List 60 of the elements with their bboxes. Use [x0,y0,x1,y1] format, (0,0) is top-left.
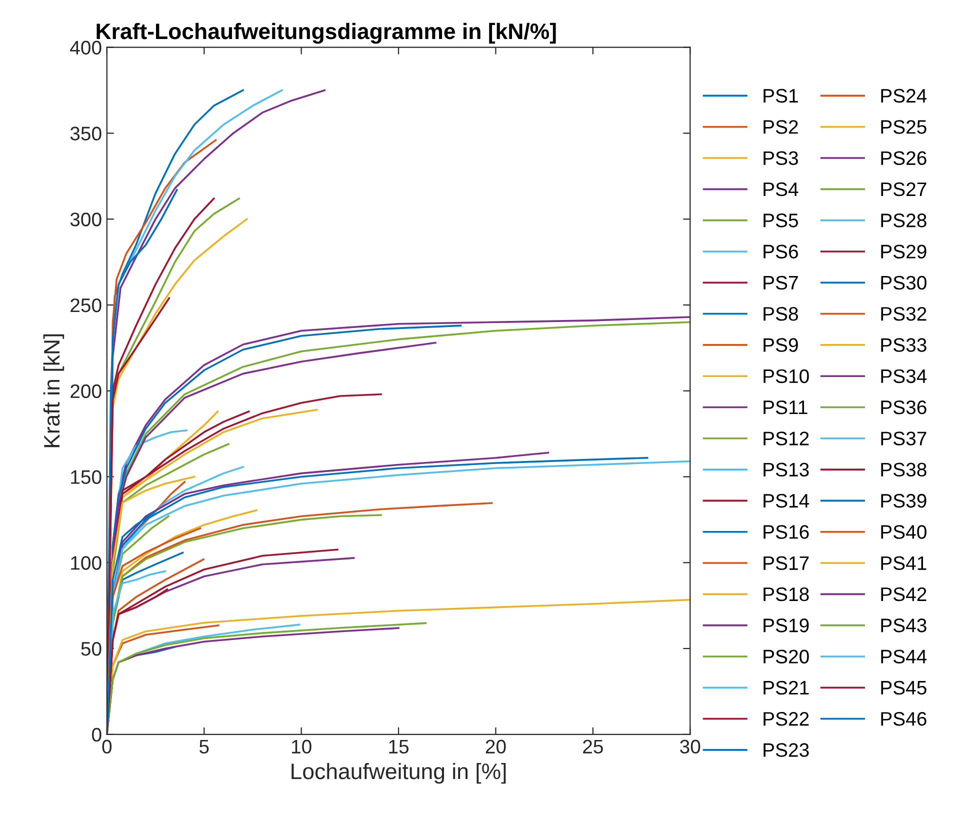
y-tick-label: 300 [70,212,102,226]
y-tick-label: 250 [70,298,102,312]
legend-label: PS46 [881,712,926,726]
x-tick-label: 10 [292,740,312,754]
legend-label: PS26 [881,151,926,166]
legend-label: PS41 [881,556,926,570]
legend-label: PS33 [881,338,926,352]
legend-label: PS39 [881,494,926,508]
legend-label: PS2 [764,120,798,134]
y-tick-label: 0 [92,728,102,742]
legend-label: PS25 [881,120,926,134]
legend-label: PS32 [881,307,926,321]
y-tick-label: 100 [71,556,102,570]
legend-label: PS19 [764,618,809,632]
legend-label: PS37 [881,432,926,446]
legend-label: PS45 [881,680,926,695]
legend-label: PS17 [764,556,809,570]
legend-label: PS44 [881,650,927,664]
x-tick-label: 0 [102,740,112,754]
legend-label: PS7 [764,276,798,290]
y-tick-label: 350 [70,126,102,140]
legend-label: PS9 [764,338,798,352]
legend-label: PS12 [764,432,809,446]
legend-label: PS23 [764,743,809,757]
y-tick-label: 150 [71,470,102,484]
legend-label: PS22 [764,712,809,726]
x-tick-label: 20 [486,740,506,754]
legend-label: PS36 [881,400,926,414]
legend-label: PS3 [764,151,798,166]
legend-label: PS20 [764,650,809,664]
legend-label: PS30 [881,276,926,290]
legend-label: PS21 [764,680,809,695]
x-tick-label: 5 [199,740,209,754]
x-axis-title: Lochaufweitung in [%] [292,762,506,784]
legend-label: PS18 [764,587,809,602]
legend-label: PS42 [881,587,926,602]
legend-label: PS10 [764,369,809,384]
x-tick-label: 15 [389,740,409,754]
legend-label: PS8 [764,307,798,321]
legend-label: PS11 [764,400,808,414]
legend-label: PS43 [881,618,926,632]
legend-label: PS38 [881,462,926,477]
legend-label: PS1 [764,88,798,103]
legend-label: PS34 [881,369,927,384]
legend-label: PS29 [881,244,926,258]
legend-label: PS28 [881,214,926,228]
legend-label: PS13 [764,462,809,477]
y-tick-label: 50 [81,642,102,656]
x-tick-label: 30 [680,740,700,754]
y-axis-title: Kraft in [kN] [43,334,64,448]
legend-label: PS14 [764,494,810,508]
legend-label: PS4 [764,182,798,196]
legend-label: PS5 [764,214,798,228]
x-tick-label: 25 [583,740,603,754]
legend-label: PS24 [881,88,927,103]
legend-label: PS40 [881,525,926,539]
legend-label: PS27 [881,182,926,196]
legend-label: PS6 [764,244,798,258]
legend-label: PS16 [764,525,809,539]
y-tick-label: 200 [70,384,102,398]
